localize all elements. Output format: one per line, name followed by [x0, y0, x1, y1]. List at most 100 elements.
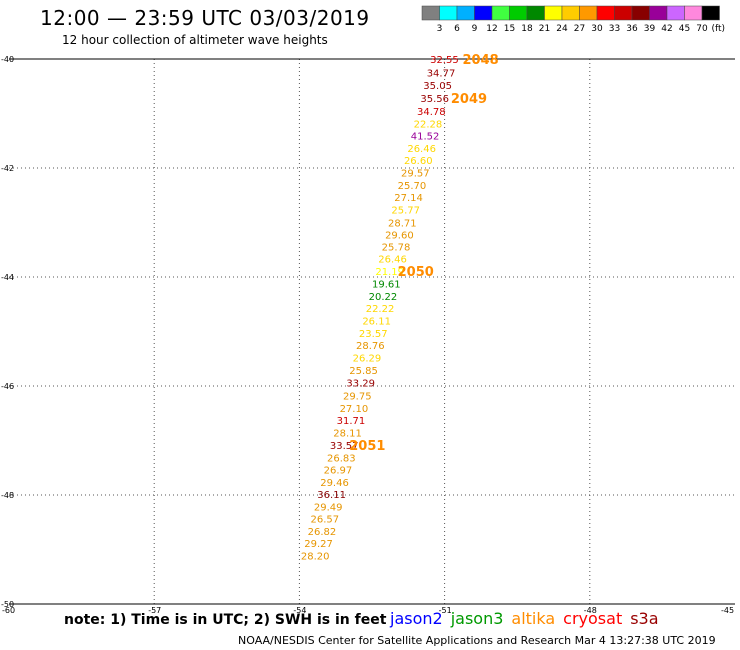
wave-height-label: 27.10	[340, 404, 369, 415]
time-label: 2048	[463, 53, 499, 68]
satellite-legend-altika: altika	[511, 609, 556, 628]
time-label: 2050	[398, 265, 434, 280]
colorbar-label: 42	[661, 24, 672, 34]
wave-height-label: 21.19	[375, 267, 404, 278]
wave-height-label: 28.71	[388, 219, 417, 230]
colorbar-label: 9	[472, 24, 478, 34]
wave-height-label: 26.46	[407, 144, 436, 155]
wave-height-label: 34.77	[427, 69, 456, 80]
wave-height-label: 20.22	[369, 292, 398, 303]
wave-height-label: 26.11	[362, 317, 391, 328]
wave-height-label: 28.76	[356, 341, 385, 352]
wave-height-label: 33.29	[346, 379, 375, 390]
y-tick-label: -40	[1, 55, 14, 64]
note-text: note: 1) Time is in UTC; 2) SWH is in fe…	[64, 612, 387, 628]
satellite-legend: jason2 jason3 altika cryosat s3a	[390, 609, 667, 628]
colorbar-swatch	[509, 5, 528, 21]
x-tick-label: -60	[2, 606, 15, 615]
wave-height-label: 26.29	[353, 354, 382, 365]
x-tick-label: -51	[439, 606, 452, 615]
wave-height-label: 35.05	[423, 81, 452, 92]
x-tick-label: -45	[721, 606, 734, 615]
wave-height-label: 32.55	[430, 55, 459, 66]
colorbar-swatch	[614, 5, 633, 21]
satellite-legend-jason3: jason3	[450, 609, 504, 628]
colorbar-label: 39	[644, 24, 656, 34]
wave-height-label: 29.57	[401, 168, 430, 179]
time-label: 2051	[349, 439, 385, 454]
colorbar-swatch	[666, 5, 685, 21]
colorbar-label: 30	[591, 24, 603, 34]
colorbar-swatch	[596, 5, 615, 21]
x-tick-label: -54	[293, 606, 306, 615]
colorbar-label: 21	[539, 24, 550, 34]
wave-height-label: 29.46	[320, 478, 349, 489]
colorbar-label: 18	[521, 24, 533, 34]
colorbar-swatch	[544, 5, 563, 21]
wave-height-label: 33.57	[330, 441, 359, 452]
colorbar-swatch	[579, 5, 598, 21]
wave-height-label: 25.85	[349, 366, 378, 377]
colorbar-label: 33	[609, 24, 620, 34]
y-tick-label: -46	[1, 382, 14, 391]
wave-height-label: 28.20	[301, 551, 330, 562]
colorbar-swatch	[649, 5, 668, 21]
y-tick-label: -42	[1, 164, 14, 173]
wave-height-label: 31.71	[337, 416, 366, 427]
wave-height-label: 29.27	[304, 539, 333, 550]
colorbar-swatch	[561, 5, 580, 21]
x-tick-label: -48	[584, 606, 597, 615]
y-tick-label: -44	[1, 273, 14, 282]
wave-height-label: 29.60	[385, 230, 414, 241]
colorbar-label: 3	[437, 24, 443, 34]
wave-height-label: 29.49	[314, 502, 343, 513]
colorbar-swatch	[456, 5, 475, 21]
y-tick-label: -50	[1, 600, 14, 609]
satellite-legend-jason2: jason2	[390, 609, 443, 628]
time-label: 2049	[451, 92, 487, 107]
colorbar-swatch	[631, 5, 650, 21]
wave-height-label: 26.97	[324, 465, 353, 476]
colorbar-swatch	[439, 5, 458, 21]
y-tick-label: -48	[1, 491, 14, 500]
wave-height-label: 23.57	[359, 329, 388, 340]
wave-height-label: 26.60	[404, 156, 433, 167]
wave-height-label: 34.78	[417, 107, 446, 118]
colorbar-label: 45	[679, 24, 690, 34]
colorbar-label: 12	[486, 24, 497, 34]
colorbar-swatch	[421, 5, 440, 21]
colorbar-label: 6	[454, 24, 460, 34]
colorbar-swatch	[701, 5, 720, 21]
wave-height-label: 26.83	[327, 453, 356, 464]
colorbar-swatch	[526, 5, 545, 21]
colorbar-label: 24	[556, 24, 568, 34]
wave-height-label: 22.22	[366, 304, 395, 315]
satellite-legend-s3a: s3a	[630, 609, 659, 628]
wave-height-label: 27.14	[394, 193, 423, 204]
colorbar-swatch	[474, 5, 493, 21]
wave-height-label: 41.52	[411, 131, 440, 142]
colorbar-swatch	[684, 5, 703, 21]
wave-height-label: 19.61	[372, 280, 401, 291]
satellite-legend-cryosat: cryosat	[563, 609, 623, 628]
chart-subtitle: 12 hour collection of altimeter wave hei…	[62, 33, 328, 47]
wave-height-label: 35.56	[420, 94, 449, 105]
colorbar-label: 70	[696, 24, 708, 34]
colorbar-label: 36	[626, 24, 638, 34]
wave-height-label: 22.28	[414, 119, 443, 130]
colorbar-unit: (ft)	[712, 24, 726, 34]
x-tick-label: -57	[148, 606, 161, 615]
colorbar-swatch	[491, 5, 510, 21]
wave-height-label: 25.70	[398, 181, 427, 192]
wave-height-label: 36.11	[317, 490, 346, 501]
wave-height-label: 26.46	[378, 254, 407, 265]
wave-height-label: 26.82	[308, 527, 337, 538]
wave-height-label: 25.77	[391, 205, 420, 216]
colorbar-label: 15	[504, 24, 515, 34]
wave-height-label: 26.57	[311, 514, 340, 525]
wave-height-label: 29.75	[343, 391, 372, 402]
colorbar-label: 27	[574, 24, 585, 34]
chart-title: 12:00 — 23:59 UTC 03/03/2019	[40, 6, 370, 30]
wave-height-label: 25.78	[382, 242, 411, 253]
